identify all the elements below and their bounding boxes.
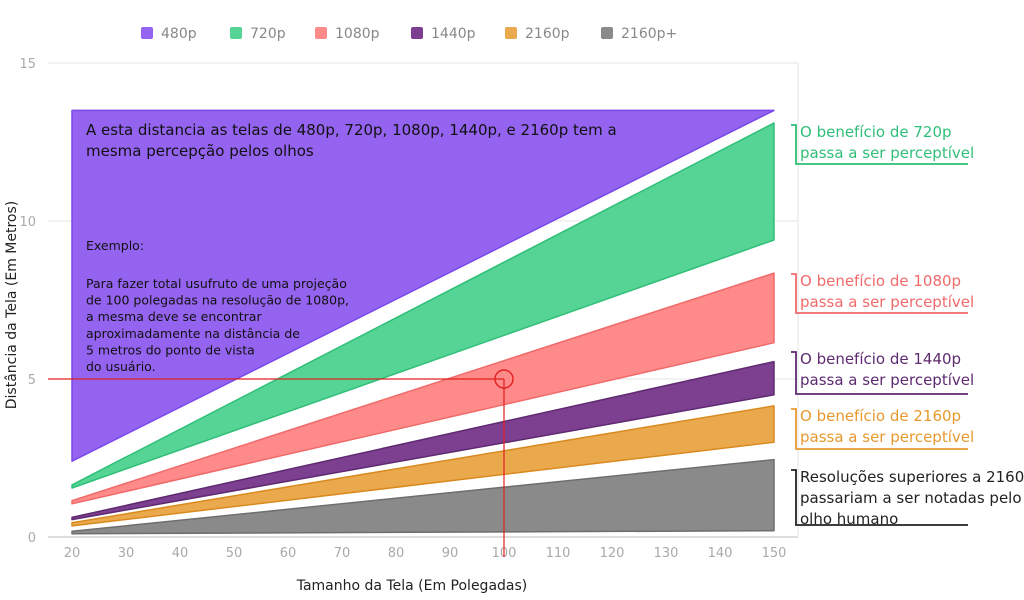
- side-labels: O benefício de 720p passa a ser perceptív…: [791, 123, 1024, 528]
- legend-label-480p: 480p: [161, 26, 197, 42]
- x-tick-20: 20: [64, 546, 81, 561]
- example-line-1: Para fazer total usufruto de uma projeçã…: [86, 276, 347, 291]
- x-tick-50: 50: [226, 546, 243, 561]
- x-tick-60: 60: [280, 546, 297, 561]
- side-label-bracket-5: [791, 469, 968, 526]
- legend-swatch-2160p+: [601, 27, 613, 39]
- area-1080p: [71, 272, 775, 505]
- example-line-4: aproximadamente na distância de: [86, 326, 300, 341]
- example-line-3: a mesma deve se encontrar: [86, 309, 262, 324]
- side-label-bracket-3: [791, 351, 968, 395]
- side-label-2-line-1: O benefício de 1080p: [800, 272, 961, 290]
- areas: [71, 109, 775, 535]
- legend-label-2160p: 2160p: [525, 26, 570, 42]
- legend-swatch-1440p: [411, 27, 423, 39]
- area-480p: [71, 109, 775, 462]
- legend-swatch-720p: [230, 27, 242, 39]
- side-label-3-line-2: passa a ser perceptível: [800, 371, 974, 389]
- legend-swatch-480p: [141, 27, 153, 39]
- legend-label-2160p+: 2160p+: [621, 26, 677, 42]
- legend-label-720p: 720p: [250, 26, 286, 42]
- area-720p: [71, 122, 775, 489]
- side-label-1-line-1: O benefício de 720p: [800, 123, 952, 141]
- area-2160p: [71, 405, 775, 527]
- legend-label-1080p: 1080p: [335, 26, 380, 42]
- example-title: Exemplo:: [86, 238, 144, 253]
- y-tick-0: 0: [28, 531, 36, 546]
- x-axis-title: Tamanho da Tela (Em Polegadas): [296, 578, 528, 594]
- example-lines: Para fazer total usufruto de uma projeçã…: [86, 276, 349, 374]
- x-tick-130: 130: [654, 546, 679, 561]
- y-tick-10: 10: [19, 215, 36, 230]
- legend-swatch-1080p: [315, 27, 327, 39]
- legend: 480p 720p 1080p 1440p 2160p 2160p+: [141, 26, 677, 42]
- x-tick-90: 90: [442, 546, 459, 561]
- side-label-bracket-1: [791, 124, 968, 165]
- side-label-2-line-2: passa a ser perceptível: [800, 293, 974, 311]
- x-tick-110: 110: [546, 546, 571, 561]
- side-label-5-line-2: passariam a ser notadas pelo: [800, 489, 1022, 507]
- side-label-3-line-1: O benefício de 1440p: [800, 350, 961, 368]
- x-tick-30: 30: [118, 546, 135, 561]
- notes: A esta distancia as telas de 480p, 720p,…: [86, 121, 617, 374]
- legend-swatch-2160p: [505, 27, 517, 39]
- x-tick-120: 120: [600, 546, 625, 561]
- area-1440p: [71, 360, 775, 521]
- side-label-1-line-2: passa a ser perceptível: [800, 144, 974, 162]
- x-tick-140: 140: [708, 546, 733, 561]
- side-label-bracket-2: [791, 273, 968, 314]
- example-line-5: 5 metros do ponto de vista: [86, 342, 255, 357]
- example-point-marker: [494, 369, 514, 389]
- side-label-4-line-1: O benefício de 2160p: [800, 407, 961, 425]
- x-tick-150: 150: [762, 546, 787, 561]
- example-line-6: do usuário.: [86, 359, 156, 374]
- side-label-bracket-4: [791, 408, 968, 450]
- main-annotation-line-2: mesma percepção pelos olhos: [86, 142, 314, 160]
- example-marker: [48, 369, 514, 557]
- x-tick-40: 40: [172, 546, 189, 561]
- y-tick-15: 15: [19, 57, 36, 72]
- y-tick-5: 5: [28, 373, 36, 388]
- x-tick-70: 70: [334, 546, 351, 561]
- example-line-2: de 100 polegadas na resolução de 1080p,: [86, 293, 349, 308]
- legend-label-1440p: 1440p: [431, 26, 476, 42]
- side-label-5-line-1: Resoluções superiores a 2160p: [800, 468, 1024, 486]
- y-axis-title: Distância da Tela (Em Metros): [4, 201, 20, 410]
- main-annotation-line-1: A esta distancia as telas de 480p, 720p,…: [86, 121, 617, 139]
- side-label-4-line-2: passa a ser perceptível: [800, 428, 974, 446]
- area-2160p+: [71, 458, 775, 535]
- x-tick-80: 80: [388, 546, 405, 561]
- side-label-5-line-3: olho humano: [800, 510, 898, 528]
